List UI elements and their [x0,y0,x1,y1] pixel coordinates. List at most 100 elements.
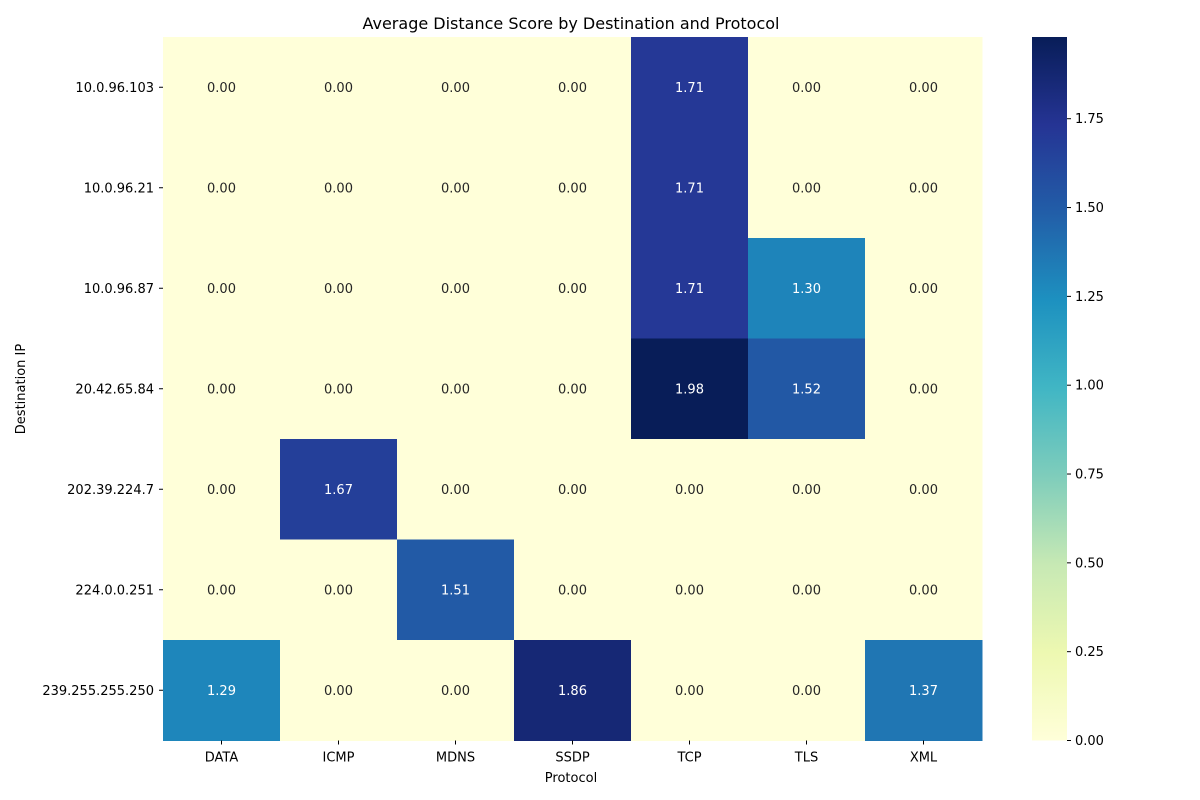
cell-value-label: 1.71 [675,282,704,297]
cell-value-label: 0.00 [207,483,236,498]
colorbar-tick-label: 1.00 [1075,379,1104,394]
heatmap-cell [280,238,398,339]
heatmap-cell [280,137,398,239]
heatmap-cell [748,338,866,440]
heatmap-cell [865,539,983,641]
heatmap-cell [631,37,749,138]
cell-value-label: 0.00 [909,282,938,297]
heatmap-cell [865,439,983,540]
cell-value-label: 0.00 [675,684,704,699]
heatmap-cell [631,238,749,339]
heatmap-cell [397,439,515,540]
cell-value-label: 0.00 [441,81,470,96]
colorbar-tick-label: 0.50 [1075,556,1104,571]
cell-value-label: 0.00 [324,583,353,598]
cell-value-label: 0.00 [909,583,938,598]
x-tick-label: XML [910,751,938,766]
x-axis-label: Protocol [545,771,597,786]
colorbar-tick-label: 1.50 [1075,201,1104,216]
colorbar-tick-label: 0.00 [1075,734,1104,749]
cell-value-label: 0.00 [324,382,353,397]
heatmap-cell [865,238,983,339]
cell-value-label: 0.00 [909,483,938,498]
colorbar-tick-label: 1.75 [1075,112,1104,127]
cell-value-label: 1.71 [675,181,704,196]
y-tick-label: 10.0.96.21 [84,181,154,196]
cell-value-label: 1.37 [909,684,938,699]
heatmap-cell [631,539,749,641]
cell-value-label: 0.00 [207,181,236,196]
cell-value-label: 0.00 [558,583,587,598]
heatmap-cell [397,238,515,339]
heatmap-cell [748,539,866,641]
x-tick-label: TLS [794,751,818,766]
x-tick-label: DATA [205,751,239,766]
cell-value-label: 0.00 [792,684,821,699]
cell-value-label: 1.52 [792,382,821,397]
heatmap-cell [865,338,983,440]
x-axis: DATA ICMP MDNS SSDP TCP TLS XML [205,740,938,766]
heatmap-cell [748,37,866,138]
colorbar-tick-label: 1.25 [1075,290,1104,305]
y-tick-label: 10.0.96.87 [84,282,154,297]
heatmap-cell [748,640,866,741]
cell-value-label: 0.00 [909,81,938,96]
cell-value-label: 0.00 [324,282,353,297]
cell-value-label: 0.00 [207,382,236,397]
heatmap-cell [397,37,515,138]
cell-value-label: 0.00 [558,181,587,196]
heatmap-cell [631,439,749,540]
x-tick-label: MDNS [436,751,475,766]
cell-value-label: 0.00 [324,181,353,196]
cell-value-label: 0.00 [441,382,470,397]
heatmap-cell [514,37,632,138]
heatmap-cell [514,238,632,339]
y-tick-label: 20.42.65.84 [75,382,154,397]
colorbar-gradient [1032,37,1067,741]
cell-value-label: 0.00 [792,181,821,196]
cell-value-label: 0.00 [675,483,704,498]
heatmap-cell [514,338,632,440]
cell-value-label: 1.67 [324,483,353,498]
heatmap-cell [163,137,281,239]
heatmap-cell [163,640,281,741]
cell-value-label: 1.29 [207,684,236,699]
cell-value-label: 0.00 [909,181,938,196]
cell-value-label: 0.00 [207,583,236,598]
cell-value-label: 0.00 [909,382,938,397]
heatmap-cell-labels: 0.00 0.00 0.00 0.00 1.71 0.00 0.00 0.00 0.00 0.00… [207,81,938,699]
heatmap-cell [280,539,398,641]
heatmap-cell [280,439,398,540]
cell-value-label: 0.00 [792,81,821,96]
cell-value-label: 0.00 [441,282,470,297]
cell-value-label: 0.00 [675,583,704,598]
heatmap-cell [163,338,281,440]
cell-value-label: 0.00 [558,382,587,397]
heatmap-cell [397,338,515,440]
heatmap-cell [748,137,866,239]
heatmap-cell [865,37,983,138]
y-axis: 10.0.96.103 10.0.96.21 10.0.96.87 20.42.65.… [42,81,163,699]
cell-value-label: 1.30 [792,282,821,297]
heatmap-cells [163,37,983,741]
cell-value-label: 0.00 [558,81,587,96]
cell-value-label: 0.00 [207,81,236,96]
y-tick-label: 202.39.224.7 [67,483,154,498]
heatmap-cell [163,238,281,339]
cell-value-label: 0.00 [324,684,353,699]
heatmap-cell [163,439,281,540]
heatmap-cell [280,640,398,741]
heatmap-cell [748,238,866,339]
heatmap-cell [631,640,749,741]
cell-value-label: 0.00 [324,81,353,96]
colorbar-tick-label: 0.75 [1075,468,1104,483]
cell-value-label: 0.00 [792,483,821,498]
heatmap-cell [865,640,983,741]
x-tick-label: ICMP [323,751,355,766]
cell-value-label: 0.00 [441,684,470,699]
heatmap-cell [397,640,515,741]
y-tick-label: 10.0.96.103 [75,81,154,96]
colorbar: 0.00 0.25 0.50 0.75 1.00 1.25 1.50 1.75 [1032,37,1104,749]
heatmap-cell [631,338,749,440]
